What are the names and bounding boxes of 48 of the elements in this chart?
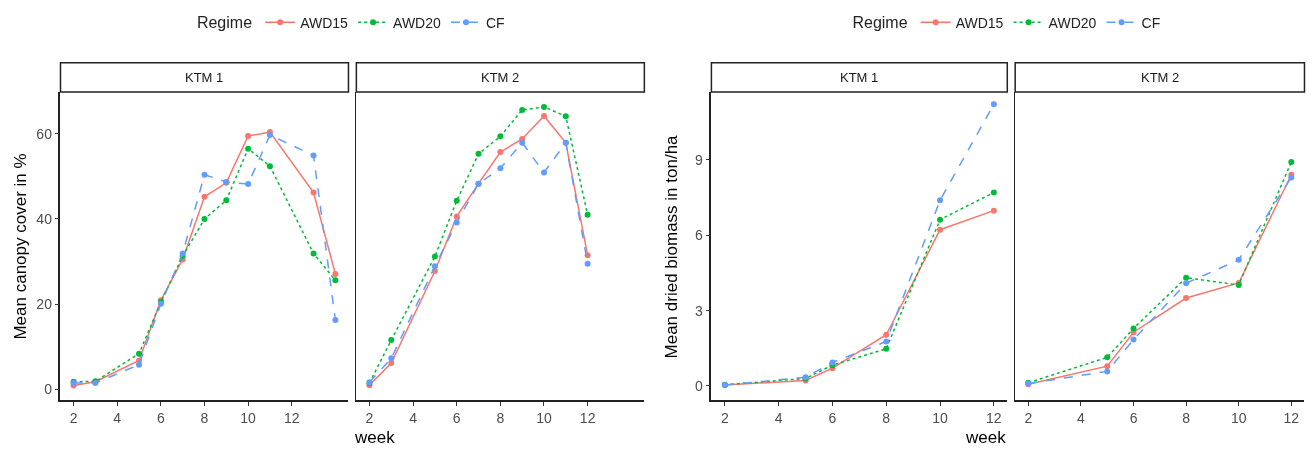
- x-tick-label: 8: [200, 409, 209, 426]
- y-axis-title: Mean canopy cover in %: [11, 153, 31, 340]
- legend-title: Regime: [196, 13, 253, 31]
- legend-label: AWD20: [1048, 14, 1097, 31]
- x-tick-label: 10: [1230, 409, 1247, 426]
- x-tick-label: 4: [1077, 409, 1086, 426]
- x-tick-label: 2: [365, 409, 374, 426]
- legend-label: AWD15: [955, 14, 1004, 31]
- x-tick-label: 8: [496, 409, 505, 426]
- y-tick-label: 40: [36, 210, 53, 227]
- legend-label: CF: [486, 14, 505, 31]
- x-tick-label: 12: [579, 409, 596, 426]
- x-tick-label: 6: [828, 409, 837, 426]
- chart-title: KTM 1: [840, 70, 879, 85]
- chart-title: KTM 2: [1141, 70, 1180, 85]
- y-tick-label: 60: [36, 125, 53, 142]
- y-tick-label: 3: [695, 302, 704, 319]
- x-tick-label: 12: [283, 409, 300, 426]
- legend-label: AWD15: [300, 14, 349, 31]
- x-tick-label: 2: [720, 409, 729, 426]
- x-tick-label: 2: [1024, 409, 1033, 426]
- x-tick-label: 6: [1129, 409, 1138, 426]
- x-tick-label: 10: [240, 409, 257, 426]
- chart-title: KTM 2: [481, 70, 520, 85]
- y-tick-label: 9: [695, 151, 704, 168]
- x-tick-label: 8: [1182, 409, 1191, 426]
- x-tick-label: 12: [986, 409, 1002, 426]
- x-tick-label: 4: [113, 409, 122, 426]
- x-tick-label: 8: [882, 409, 891, 426]
- x-tick-label: 12: [1283, 409, 1300, 426]
- y-tick-label: 20: [36, 296, 53, 313]
- legend-title: Regime: [852, 13, 908, 31]
- legend-label: AWD20: [393, 14, 442, 31]
- x-tick-label: 6: [156, 409, 165, 426]
- y-axis-title: Mean dried biomass in ton/ha: [662, 134, 682, 359]
- x-tick-label: 10: [536, 409, 552, 426]
- x-axis-title: week: [354, 428, 396, 447]
- x-axis-title: week: [965, 428, 1007, 447]
- y-tick-label: 0: [44, 381, 53, 398]
- x-tick-label: 2: [69, 409, 78, 426]
- x-tick-label: 6: [452, 409, 461, 426]
- legend-label: CF: [1141, 14, 1161, 31]
- chart-title: KTM 1: [185, 70, 224, 85]
- x-tick-label: 4: [409, 409, 418, 426]
- x-tick-label: 10: [932, 409, 949, 426]
- y-tick-label: 0: [695, 377, 704, 394]
- x-tick-label: 4: [774, 409, 783, 426]
- y-tick-label: 6: [695, 227, 704, 244]
